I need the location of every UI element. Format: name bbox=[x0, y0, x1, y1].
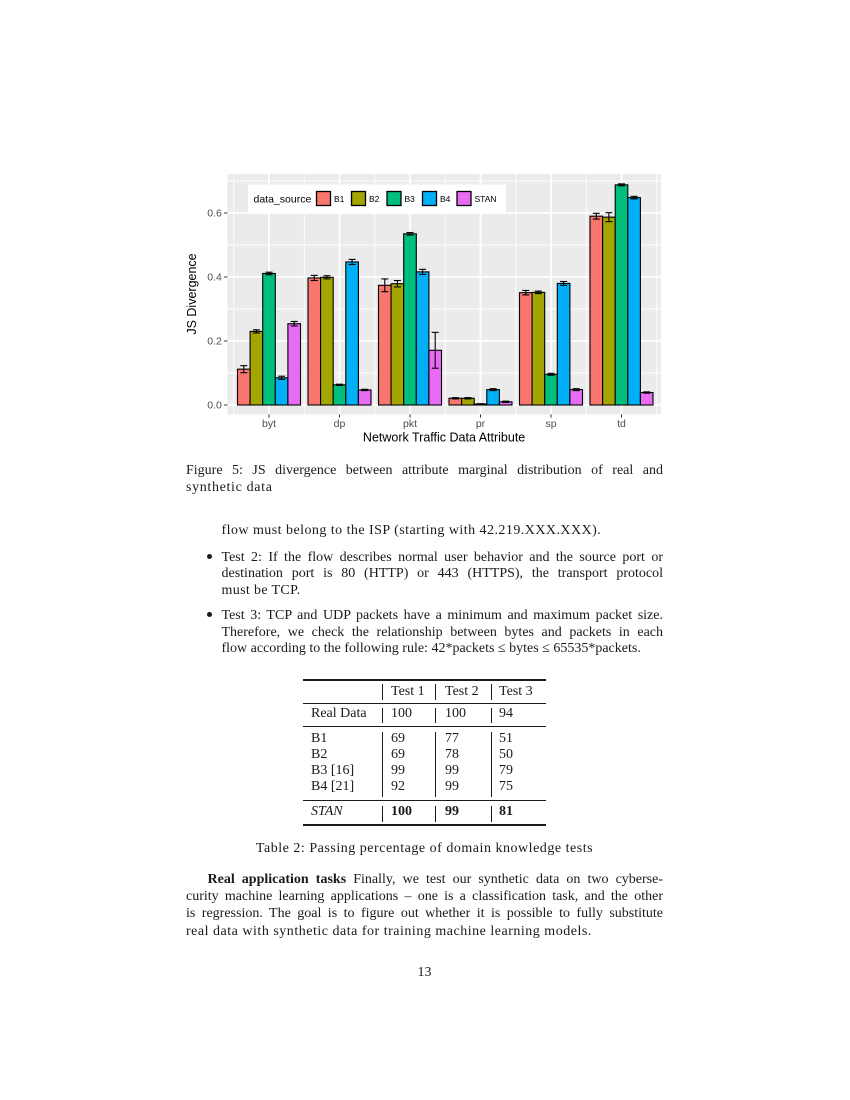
svg-text:B4: B4 bbox=[440, 194, 451, 204]
svg-text:0.2: 0.2 bbox=[207, 336, 222, 348]
svg-text:pkt: pkt bbox=[403, 418, 417, 430]
svg-text:0.6: 0.6 bbox=[207, 208, 222, 220]
svg-text:B3: B3 bbox=[405, 194, 416, 204]
svg-text:data_source: data_source bbox=[254, 194, 312, 206]
svg-text:0.0: 0.0 bbox=[207, 400, 222, 412]
svg-text:dp: dp bbox=[334, 418, 346, 430]
svg-text:Network Traffic Data Attribute: Network Traffic Data Attribute bbox=[363, 431, 525, 445]
svg-text:JS Divergence: JS Divergence bbox=[185, 253, 199, 334]
svg-text:0.4: 0.4 bbox=[207, 272, 222, 284]
svg-text:B2: B2 bbox=[369, 194, 380, 204]
svg-text:td: td bbox=[617, 418, 626, 430]
svg-text:byt: byt bbox=[262, 418, 276, 430]
svg-text:pr: pr bbox=[476, 418, 486, 430]
svg-text:B1: B1 bbox=[334, 194, 345, 204]
svg-text:STAN: STAN bbox=[475, 194, 497, 204]
svg-text:sp: sp bbox=[545, 418, 556, 430]
